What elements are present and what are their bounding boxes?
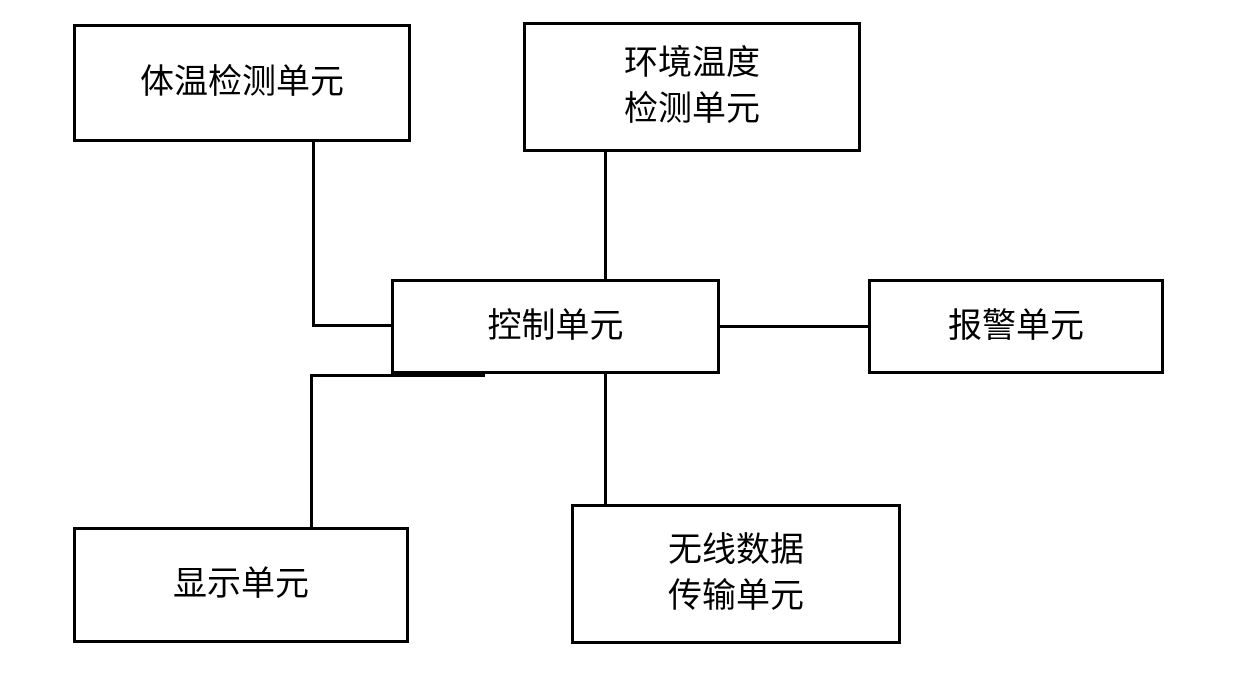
edge-control-to-alarm [719,325,869,328]
diagram-canvas: 体温检测单元 环境温度 检测单元 控制单元 报警单元 显示单元 无线数据 传输单… [0,0,1236,674]
edge-control-to-wireless [604,373,607,505]
node-body-temp-detection: 体温检测单元 [73,24,411,142]
edge-body-temp-to-control-h [312,324,394,327]
node-label-line2: 检测单元 [624,87,760,133]
node-env-temp-detection: 环境温度 检测单元 [523,22,861,152]
node-label: 显示单元 [173,562,309,608]
node-wireless-data-unit: 无线数据 传输单元 [571,504,901,644]
edge-control-to-display-h [310,374,485,377]
node-label-line1: 无线数据 [668,528,804,574]
node-alarm-unit: 报警单元 [868,279,1164,374]
node-label: 报警单元 [948,304,1084,350]
node-label: 体温检测单元 [140,60,344,106]
node-label-line1: 环境温度 [624,41,760,87]
node-display-unit: 显示单元 [73,527,409,643]
edge-env-temp-to-control [604,152,607,280]
node-label: 控制单元 [488,304,624,350]
node-label-line2: 传输单元 [668,574,804,620]
node-control-unit: 控制单元 [391,279,720,374]
edge-body-temp-to-control-v [312,142,315,327]
edge-control-to-display-v [310,374,313,528]
